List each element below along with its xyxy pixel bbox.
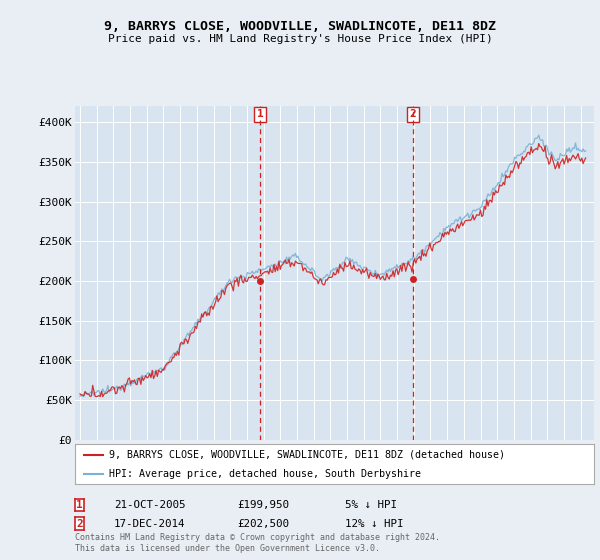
Text: 17-DEC-2014: 17-DEC-2014 — [114, 519, 185, 529]
Text: HPI: Average price, detached house, South Derbyshire: HPI: Average price, detached house, Sout… — [109, 469, 421, 479]
Text: 12% ↓ HPI: 12% ↓ HPI — [345, 519, 404, 529]
Text: 5% ↓ HPI: 5% ↓ HPI — [345, 500, 397, 510]
Text: 1: 1 — [76, 500, 83, 510]
Text: 2: 2 — [76, 519, 83, 529]
Text: Contains HM Land Registry data © Crown copyright and database right 2024.
This d: Contains HM Land Registry data © Crown c… — [75, 533, 440, 553]
Text: £202,500: £202,500 — [237, 519, 289, 529]
Text: 21-OCT-2005: 21-OCT-2005 — [114, 500, 185, 510]
Text: 2: 2 — [410, 109, 416, 119]
Text: Price paid vs. HM Land Registry's House Price Index (HPI): Price paid vs. HM Land Registry's House … — [107, 34, 493, 44]
Text: 1: 1 — [257, 109, 263, 119]
Text: 9, BARRYS CLOSE, WOODVILLE, SWADLINCOTE, DE11 8DZ: 9, BARRYS CLOSE, WOODVILLE, SWADLINCOTE,… — [104, 20, 496, 32]
Text: £199,950: £199,950 — [237, 500, 289, 510]
Text: 9, BARRYS CLOSE, WOODVILLE, SWADLINCOTE, DE11 8DZ (detached house): 9, BARRYS CLOSE, WOODVILLE, SWADLINCOTE,… — [109, 450, 505, 460]
